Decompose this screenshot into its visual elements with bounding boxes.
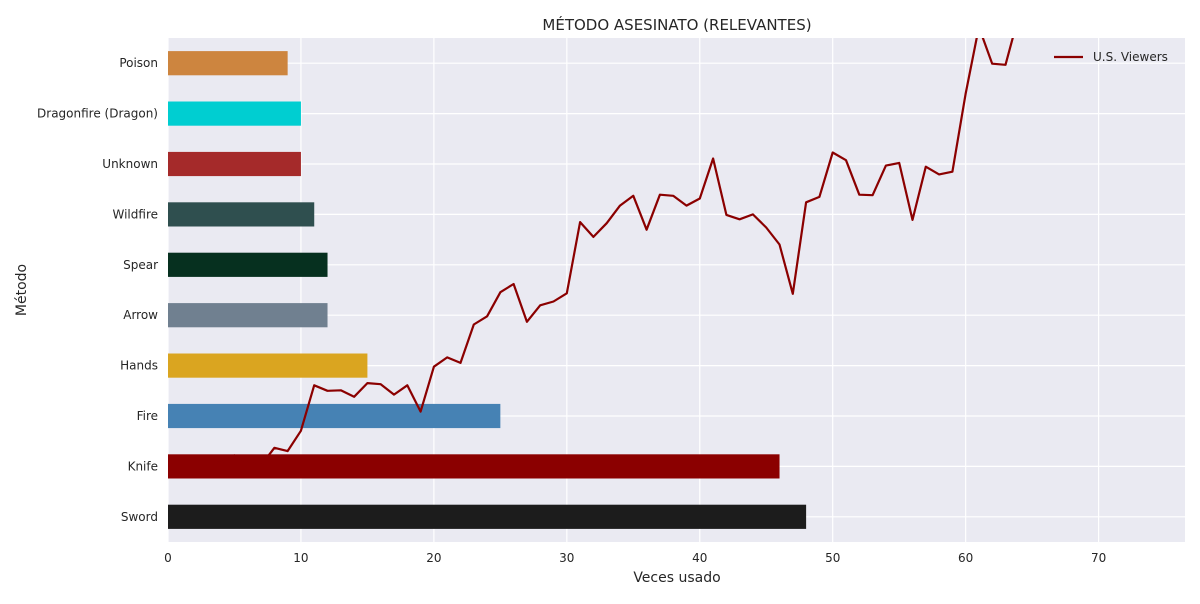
line-series-layer bbox=[181, 38, 1014, 478]
bar-dragonfire-dragon bbox=[168, 101, 301, 126]
x-tick-label: 40 bbox=[692, 551, 707, 565]
y-tick-label: Arrow bbox=[123, 308, 158, 322]
y-tick-label: Fire bbox=[137, 409, 158, 423]
legend: U.S. Viewers bbox=[1054, 50, 1168, 64]
bar-fire bbox=[168, 403, 501, 429]
y-axis-label: Método bbox=[14, 264, 30, 316]
y-tick-labels: Sword Knife Fire Hands Arrow Spear Wildfire Unk… bbox=[37, 56, 158, 524]
x-tick-label: 60 bbox=[958, 551, 973, 565]
x-tick-labels: 0 10 20 30 40 50 60 70 bbox=[164, 551, 1106, 565]
x-tick-label: 70 bbox=[1091, 551, 1106, 565]
x-tick-label: 0 bbox=[164, 551, 172, 565]
line-us-viewers bbox=[181, 38, 1014, 478]
x-tick-label: 20 bbox=[426, 551, 441, 565]
legend-label: U.S. Viewers bbox=[1093, 50, 1168, 64]
x-tick-label: 50 bbox=[825, 551, 840, 565]
y-tick-label: Poison bbox=[119, 56, 158, 70]
y-tick-label: Wildfire bbox=[113, 207, 159, 221]
bar-arrow bbox=[168, 303, 328, 328]
bar-unknown bbox=[168, 151, 301, 177]
bar-spear bbox=[168, 252, 328, 277]
bar-sword bbox=[168, 504, 807, 529]
y-tick-label: Sword bbox=[121, 510, 158, 524]
x-axis-label: Veces usado bbox=[633, 570, 720, 586]
x-tick-label: 30 bbox=[559, 551, 574, 565]
bar-poison bbox=[168, 51, 288, 76]
bar-knife bbox=[168, 454, 780, 479]
y-tick-label: Knife bbox=[128, 459, 158, 473]
y-tick-label: Dragonfire (Dragon) bbox=[37, 107, 158, 121]
chart-title: MÉTODO ASESINATO (RELEVANTES) bbox=[542, 15, 811, 34]
bar-wildfire bbox=[168, 202, 315, 227]
y-tick-label: Spear bbox=[123, 258, 158, 272]
x-tick-label: 10 bbox=[293, 551, 308, 565]
bar-hands bbox=[168, 353, 368, 378]
y-tick-label: Hands bbox=[120, 359, 158, 373]
grid bbox=[167, 38, 1185, 542]
y-tick-label: Unknown bbox=[102, 157, 158, 171]
bars bbox=[168, 51, 807, 529]
